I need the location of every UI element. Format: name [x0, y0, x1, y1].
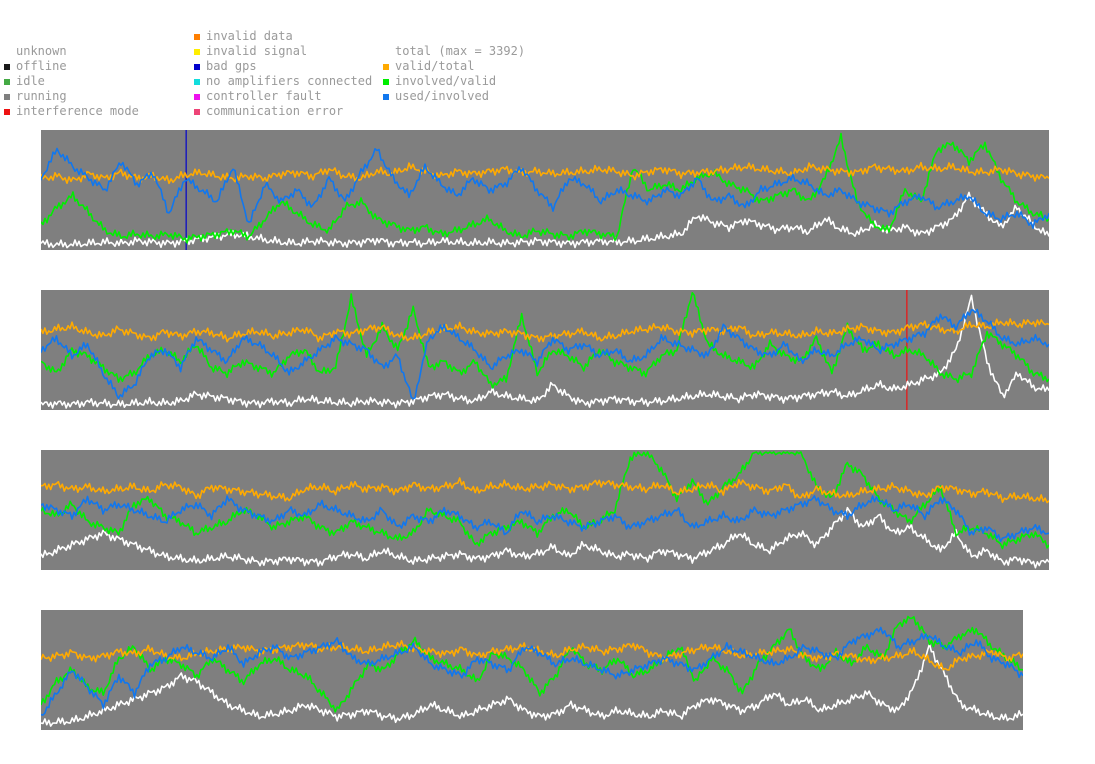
legend-swatch: [4, 63, 10, 70]
plot-3: [41, 451, 1049, 569]
legend-swatch: [4, 49, 10, 55]
legend-metrics: total (max = 3392) valid/total involved/…: [383, 44, 525, 104]
legend-label: communication error: [206, 104, 344, 118]
legend-item: invalid signal: [194, 44, 372, 59]
chart-panel-2: [41, 290, 1049, 410]
legend-swatch: [383, 78, 389, 85]
legend-label: running: [16, 89, 67, 103]
legend-label: invalid signal: [206, 44, 308, 58]
chart-panel-1: [41, 130, 1049, 250]
series-involved-valid-line: [41, 615, 1023, 713]
series-valid-total-line: [41, 161, 1049, 185]
legend-swatch: [194, 93, 200, 100]
legend-swatch: [4, 108, 10, 115]
legend-label: invalid data: [206, 29, 293, 43]
legend-swatch: [194, 48, 200, 55]
legend-item: running: [4, 89, 139, 104]
plot-4: [41, 615, 1023, 727]
legend-item: total (max = 3392): [383, 44, 525, 59]
series-total-line: [41, 506, 1049, 569]
series-involved-valid-line: [41, 132, 1049, 244]
legend-item: offline: [4, 59, 139, 74]
legend-item: used/involved: [383, 89, 525, 104]
series-total-line: [41, 191, 1049, 249]
chart-panel-3: [41, 450, 1049, 570]
legend-swatch: [383, 93, 389, 100]
series-used-involved-line: [41, 147, 1049, 229]
legend-label: valid/total: [395, 59, 475, 73]
plot-2: [41, 290, 1049, 410]
legend-item: communication error: [194, 104, 372, 119]
legend-label: involved/valid: [395, 74, 497, 88]
legend-item: controller fault: [194, 89, 372, 104]
legend-label: used/involved: [395, 89, 489, 103]
legend-swatch: [383, 49, 389, 55]
series-total-line: [41, 294, 1049, 409]
legend-status: unknown offline idle running interferenc…: [4, 44, 139, 119]
legend-item: bad gps: [194, 59, 372, 74]
legend-swatch: [4, 78, 10, 85]
series-valid-total-line: [41, 318, 1049, 343]
legend-item: invalid data: [194, 29, 372, 44]
chart-panel-4: [41, 610, 1023, 730]
legend-item: interference mode: [4, 104, 139, 119]
series-used-involved-line: [41, 495, 1049, 543]
legend-swatch: [4, 93, 10, 100]
legend-label: offline: [16, 59, 67, 73]
legend-swatch: [194, 63, 200, 70]
legend-label: controller fault: [206, 89, 322, 103]
series-total-line: [41, 642, 1023, 727]
legend-item: valid/total: [383, 59, 525, 74]
series-involved-valid-line: [41, 451, 1049, 550]
legend-errors: invalid data invalid signal bad gps no a…: [194, 29, 372, 119]
legend-label: no amplifiers connected: [206, 74, 373, 88]
legend-swatch: [194, 108, 200, 115]
series-involved-valid-line: [41, 291, 1049, 389]
legend-swatch: [194, 33, 200, 40]
series-used-involved-line: [41, 626, 1023, 716]
legend-label: unknown: [16, 44, 67, 58]
legend-label: interference mode: [16, 104, 139, 118]
legend-item: no amplifiers connected: [194, 74, 372, 89]
legend-item: involved/valid: [383, 74, 525, 89]
legend-swatch: [383, 63, 389, 70]
plot-1: [41, 130, 1049, 250]
series-used-involved-line: [41, 308, 1049, 400]
legend-label: total (max = 3392): [395, 44, 526, 58]
legend-item: unknown: [4, 44, 139, 59]
series-valid-total-line: [41, 477, 1049, 504]
legend-swatch: [194, 78, 200, 85]
legend-label: bad gps: [206, 59, 257, 73]
legend-label: idle: [16, 74, 45, 88]
legend-item: idle: [4, 74, 139, 89]
